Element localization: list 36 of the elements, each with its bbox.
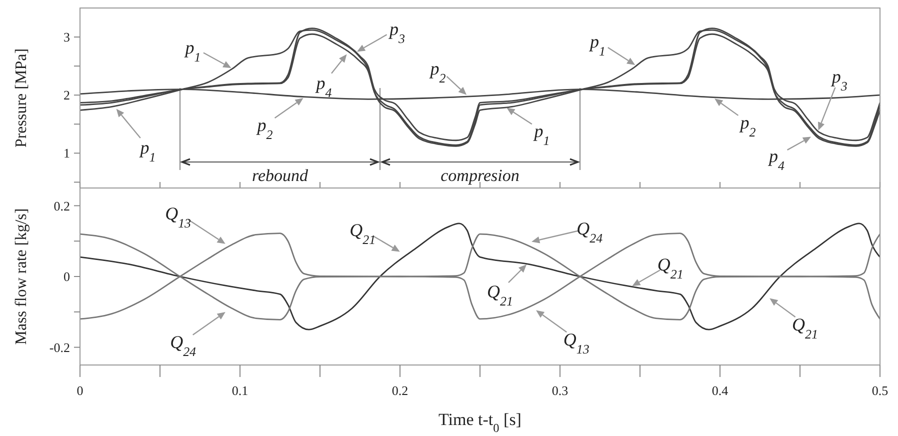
annotation: Q$_{21}$	[350, 220, 376, 247]
annotation: p$_{1}$	[588, 31, 606, 58]
y-tick-label: 2	[64, 88, 70, 103]
annotation: Q$_{13}$	[165, 203, 192, 230]
annotation: Q$_{24}$	[170, 332, 197, 359]
x-axis-title: Time t-t$_{0}$ [s]	[438, 410, 522, 435]
x-tick-label: 0.2	[392, 383, 408, 398]
annotation: Q$_{24}$	[576, 218, 604, 245]
x-tick-label: 0	[76, 383, 84, 398]
annotation: rebound	[252, 166, 309, 185]
annotation: Q$_{21}$	[792, 314, 818, 341]
annotation: p$_{3}$	[830, 66, 848, 94]
annotation: compresion	[440, 166, 520, 185]
annotation: p$_{4}$	[314, 73, 332, 100]
annotation: p$_{1}$	[532, 121, 550, 148]
annotation: Q$_{21}$	[487, 281, 513, 308]
y-tick-label: 0.2	[54, 198, 70, 214]
y-tick-label: -0.2	[49, 340, 70, 355]
annotation: p$_{2}$	[428, 58, 446, 86]
x-tick-label: 0.4	[712, 383, 729, 398]
annotation: p$_{1}$	[183, 37, 201, 64]
y-tick-label: 1	[64, 146, 70, 161]
annotation: p$_{2}$	[255, 115, 274, 142]
annotation: Q$_{13}$	[563, 329, 590, 356]
annotation: Q$_{21}$	[657, 254, 684, 281]
y-axis-title: Pressure [MPa]	[13, 48, 30, 148]
annotation: p$_{1}$	[138, 138, 156, 164]
x-tick-label: 0.5	[872, 383, 888, 398]
annotation: p$_{2}$	[738, 112, 756, 140]
annotation: p$_{4}$	[767, 146, 786, 173]
y-axis-title: Mass flow rate [kg/s]	[13, 208, 30, 345]
y-tick-label: 3	[64, 30, 70, 45]
annotation: p$_{3}$	[387, 19, 406, 46]
y-tick-label: 0	[64, 269, 70, 284]
x-tick-label: 0.1	[232, 383, 248, 398]
x-tick-label: 0.3	[552, 383, 568, 398]
